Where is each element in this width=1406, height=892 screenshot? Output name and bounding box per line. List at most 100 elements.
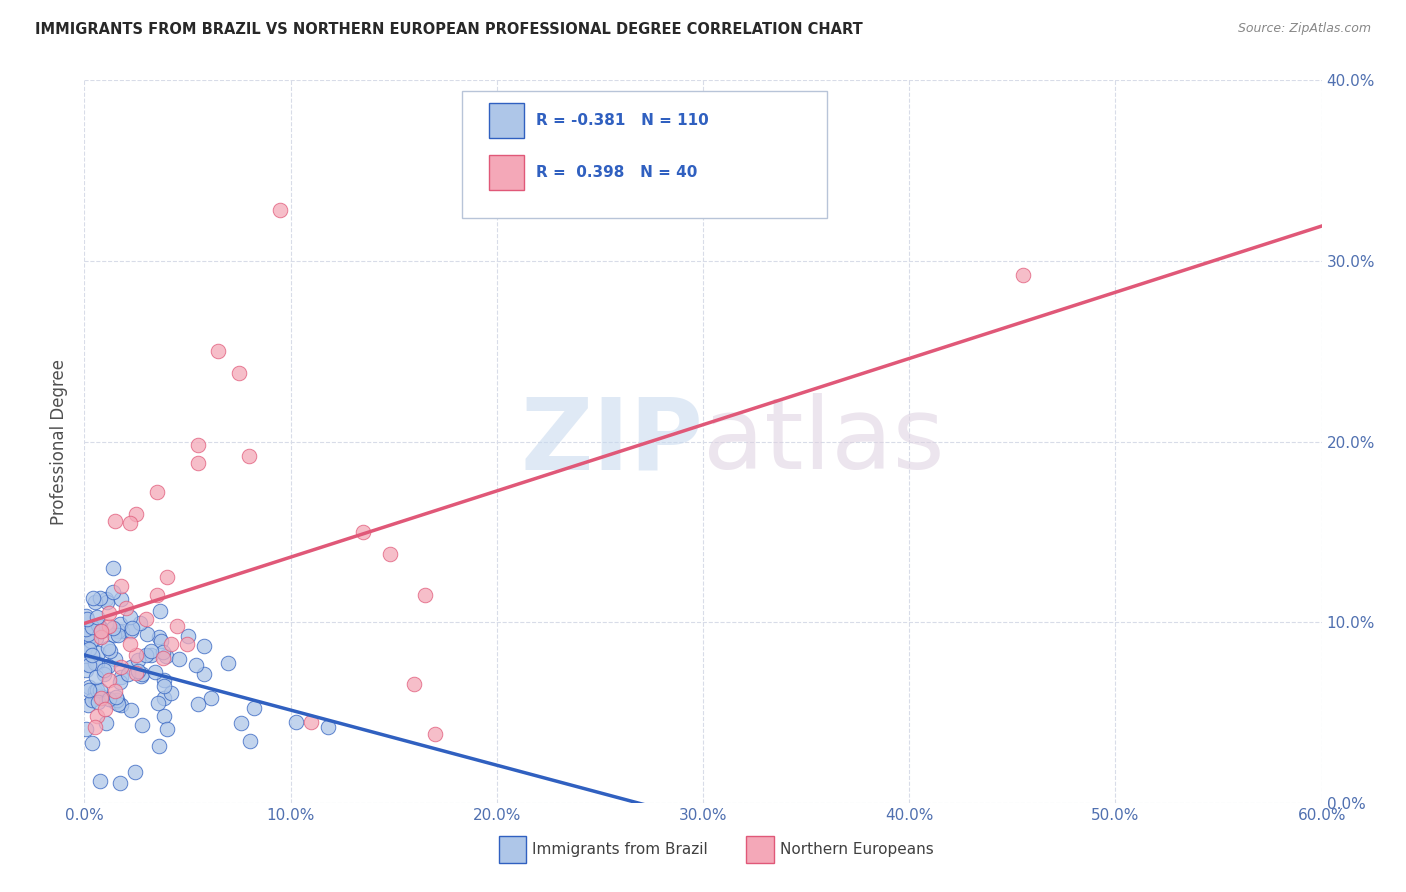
- Point: [150, 634, 173, 648]
- Point: [187, 697, 209, 711]
- Point: [131, 718, 153, 732]
- Point: [193, 639, 215, 653]
- Point: [77, 680, 100, 694]
- Point: [90, 624, 112, 639]
- Point: [90, 691, 112, 706]
- Point: [94, 715, 117, 730]
- Point: [77, 630, 100, 644]
- Point: [153, 679, 176, 693]
- Text: R = -0.381   N = 110: R = -0.381 N = 110: [536, 112, 709, 128]
- Point: [80, 634, 103, 648]
- Point: [404, 676, 426, 690]
- Text: Northern Europeans: Northern Europeans: [780, 842, 934, 857]
- Point: [86, 709, 108, 723]
- Point: [89, 591, 111, 605]
- Point: [316, 720, 339, 734]
- Point: [98, 644, 121, 658]
- Point: [89, 683, 111, 698]
- Text: ZIP: ZIP: [520, 393, 703, 490]
- Point: [97, 658, 120, 673]
- Point: [127, 664, 149, 678]
- Point: [135, 648, 157, 662]
- Point: [84, 594, 107, 608]
- Point: [131, 669, 153, 683]
- Point: [77, 626, 100, 640]
- Point: [83, 720, 105, 734]
- Point: [153, 709, 176, 723]
- Point: [120, 610, 142, 624]
- Point: [90, 689, 112, 703]
- Point: [135, 627, 157, 641]
- Text: IMMIGRANTS FROM BRAZIL VS NORTHERN EUROPEAN PROFESSIONAL DEGREE CORRELATION CHAR: IMMIGRANTS FROM BRAZIL VS NORTHERN EUROP…: [35, 22, 863, 37]
- Point: [117, 666, 139, 681]
- Point: [125, 507, 148, 521]
- Point: [101, 561, 124, 575]
- Point: [110, 669, 132, 683]
- Point: [80, 648, 103, 662]
- Point: [352, 524, 374, 539]
- Point: [101, 585, 124, 599]
- Point: [83, 656, 105, 670]
- Point: [120, 660, 142, 674]
- Point: [105, 693, 128, 707]
- Point: [128, 616, 150, 631]
- Point: [118, 516, 141, 530]
- Point: [93, 667, 115, 681]
- Point: [86, 670, 108, 684]
- Y-axis label: Professional Degree: Professional Degree: [51, 359, 69, 524]
- Point: [94, 591, 117, 606]
- Point: [105, 690, 128, 704]
- Point: [108, 674, 131, 689]
- Point: [186, 657, 208, 672]
- Point: [160, 686, 183, 700]
- Point: [110, 660, 132, 674]
- Point: [193, 667, 215, 681]
- Point: [228, 366, 250, 380]
- Point: [124, 764, 146, 779]
- Point: [86, 656, 108, 670]
- Point: [139, 644, 162, 658]
- Point: [107, 698, 129, 712]
- Point: [110, 579, 132, 593]
- Point: [97, 692, 120, 706]
- Point: [82, 620, 104, 634]
- Point: [89, 774, 111, 789]
- Point: [153, 673, 176, 687]
- Point: [77, 698, 100, 713]
- Text: atlas: atlas: [703, 393, 945, 490]
- Point: [1011, 268, 1033, 283]
- Point: [121, 621, 143, 635]
- Point: [97, 640, 120, 655]
- Point: [94, 702, 117, 716]
- Point: [75, 722, 97, 736]
- Point: [79, 642, 101, 657]
- Bar: [499, 836, 526, 863]
- Point: [75, 622, 97, 636]
- Point: [125, 665, 148, 680]
- Point: [125, 648, 148, 662]
- Point: [107, 624, 129, 638]
- Point: [75, 608, 97, 623]
- Point: [139, 648, 162, 662]
- Bar: [747, 836, 773, 863]
- Point: [114, 600, 136, 615]
- Point: [76, 639, 98, 653]
- Point: [148, 630, 170, 644]
- Point: [187, 438, 209, 452]
- Point: [101, 621, 124, 635]
- Point: [93, 664, 115, 678]
- Point: [166, 619, 188, 633]
- Bar: [489, 103, 523, 137]
- Point: [75, 657, 97, 672]
- Point: [143, 665, 166, 679]
- Point: [207, 344, 229, 359]
- Point: [156, 722, 179, 736]
- Point: [104, 696, 127, 710]
- Point: [90, 624, 112, 638]
- Point: [76, 612, 98, 626]
- Point: [84, 691, 107, 706]
- Point: [167, 652, 190, 666]
- Point: [120, 702, 142, 716]
- Point: [200, 691, 222, 706]
- Point: [80, 692, 103, 706]
